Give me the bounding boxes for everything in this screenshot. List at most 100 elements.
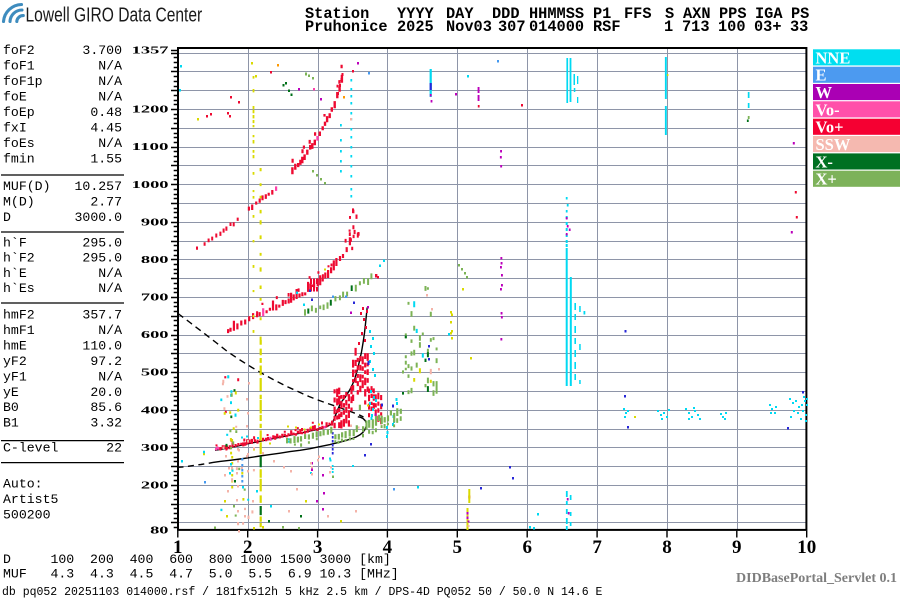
svg-text:yE: yE	[3, 385, 19, 400]
svg-text:22: 22	[106, 441, 122, 456]
svg-text:N/A: N/A	[98, 74, 122, 89]
svg-text:foF1: foF1	[3, 59, 35, 74]
svg-text:E: E	[816, 66, 827, 85]
svg-text:N/A: N/A	[98, 59, 122, 74]
svg-text:85.6: 85.6	[90, 400, 122, 415]
svg-text:h`F: h`F	[3, 236, 27, 251]
svg-text:HHMMSS: HHMMSS	[529, 5, 584, 23]
svg-text:hmE: hmE	[3, 339, 27, 354]
svg-text:PS: PS	[791, 5, 809, 23]
svg-text:B0: B0	[3, 400, 19, 415]
svg-text:110.0: 110.0	[82, 339, 122, 354]
svg-text:1000: 1000	[132, 179, 170, 191]
svg-text:0.48: 0.48	[90, 105, 122, 120]
svg-text:foE: foE	[3, 90, 27, 105]
svg-text:2: 2	[243, 537, 253, 558]
svg-text:200: 200	[141, 480, 169, 492]
svg-text:N/A: N/A	[98, 281, 122, 296]
svg-text:Auto:: Auto:	[3, 477, 43, 492]
svg-text:C-level: C-level	[3, 441, 58, 456]
svg-text:DDD: DDD	[492, 5, 520, 23]
svg-text:3.700: 3.700	[82, 43, 122, 58]
svg-text:X+: X+	[816, 170, 837, 189]
svg-text:1.55: 1.55	[90, 152, 122, 167]
svg-text:2025: 2025	[397, 18, 434, 36]
svg-text:B1: B1	[3, 416, 19, 431]
svg-text:NNE: NNE	[816, 48, 851, 67]
svg-text:PPS: PPS	[719, 5, 747, 23]
svg-text:Vo+: Vo+	[816, 118, 844, 137]
svg-text:Pruhonice: Pruhonice	[305, 18, 388, 36]
svg-text:713: 713	[682, 18, 710, 36]
svg-text:1: 1	[173, 537, 183, 558]
svg-text:97.2: 97.2	[90, 354, 122, 369]
svg-text:h`Es: h`Es	[3, 281, 35, 296]
svg-text:P1: P1	[593, 5, 611, 23]
svg-text:h`E: h`E	[3, 266, 27, 281]
svg-text:100: 100	[718, 18, 746, 36]
svg-text:295.0: 295.0	[82, 251, 122, 266]
svg-text:db pq052 20251103 014000.rsf /: db pq052 20251103 014000.rsf / 181fx512h…	[2, 586, 602, 599]
svg-text:1357: 1357	[132, 45, 170, 57]
svg-text:N/A: N/A	[98, 323, 122, 338]
svg-text:MUF(D): MUF(D)	[3, 179, 50, 194]
svg-text:Vo-: Vo-	[816, 100, 840, 119]
svg-text:N/A: N/A	[98, 136, 122, 151]
svg-text:h`F2: h`F2	[3, 251, 35, 266]
svg-text:FFS: FFS	[624, 5, 652, 23]
svg-text:6: 6	[522, 537, 532, 558]
svg-text:307: 307	[498, 18, 526, 36]
svg-text:300: 300	[141, 442, 169, 454]
svg-text:M(D): M(D)	[3, 195, 35, 210]
svg-text:foF1p: foF1p	[3, 74, 43, 89]
svg-text:AXN: AXN	[683, 5, 711, 23]
svg-text:fmin: fmin	[3, 152, 35, 167]
svg-text:014000: 014000	[529, 18, 584, 36]
svg-text:700: 700	[141, 292, 169, 304]
svg-text:Station: Station	[305, 5, 369, 23]
svg-text:DAY: DAY	[446, 5, 474, 23]
svg-text:foF2: foF2	[3, 43, 35, 58]
svg-text:yF1: yF1	[3, 369, 27, 384]
svg-text:9: 9	[732, 537, 742, 558]
svg-text:7: 7	[592, 537, 602, 558]
svg-text:2.77: 2.77	[90, 195, 122, 210]
svg-text:1200: 1200	[132, 104, 170, 116]
svg-text:357.7: 357.7	[82, 307, 122, 322]
svg-text:3: 3	[313, 537, 323, 558]
svg-text:D 100 200 400 600 800: D 100 200 400 600 800 1000 1500 3000 [km…	[3, 552, 391, 567]
svg-text:hmF1: hmF1	[3, 323, 35, 338]
svg-text:295.0: 295.0	[82, 236, 122, 251]
svg-text:foEs: foEs	[3, 136, 35, 151]
svg-text:Artist5: Artist5	[3, 492, 58, 507]
svg-text:YYYY: YYYY	[397, 5, 435, 23]
svg-text:33: 33	[790, 18, 808, 36]
svg-text:SSW: SSW	[816, 135, 851, 154]
svg-text:10: 10	[797, 537, 816, 558]
svg-text:fxI: fxI	[3, 121, 27, 136]
svg-text:900: 900	[141, 216, 169, 228]
svg-text:1100: 1100	[132, 141, 170, 153]
svg-text:20.0: 20.0	[90, 385, 122, 400]
svg-text:Nov03: Nov03	[446, 18, 492, 36]
svg-text:foEp: foEp	[3, 105, 35, 120]
svg-text:DIDBasePortal_Servlet 0.1: DIDBasePortal_Servlet 0.1	[736, 571, 897, 586]
svg-text:D: D	[3, 210, 11, 225]
svg-text:MUF 4.3 4.3 4.5 4.7 5.0: MUF 4.3 4.3 4.5 4.7 5.0 5.5 6.9 10.3 [MH…	[3, 567, 399, 582]
svg-text:Lowell GIRO Data Center: Lowell GIRO Data Center	[26, 4, 203, 26]
svg-text:hmF2: hmF2	[3, 307, 35, 322]
svg-text:500: 500	[141, 367, 169, 379]
svg-text:1: 1	[664, 18, 673, 36]
svg-text:yF2: yF2	[3, 354, 27, 369]
svg-text:RSF: RSF	[593, 18, 621, 36]
svg-text:03+: 03+	[754, 18, 782, 36]
svg-text:10.257: 10.257	[75, 179, 122, 194]
svg-text:N/A: N/A	[98, 266, 122, 281]
svg-text:3.32: 3.32	[90, 416, 122, 431]
svg-text:X-: X-	[816, 152, 833, 171]
svg-text:IGA: IGA	[755, 5, 783, 23]
svg-text:5: 5	[453, 537, 463, 558]
svg-text:S: S	[665, 5, 674, 23]
svg-text:4: 4	[383, 537, 393, 558]
svg-text:800: 800	[141, 254, 169, 266]
